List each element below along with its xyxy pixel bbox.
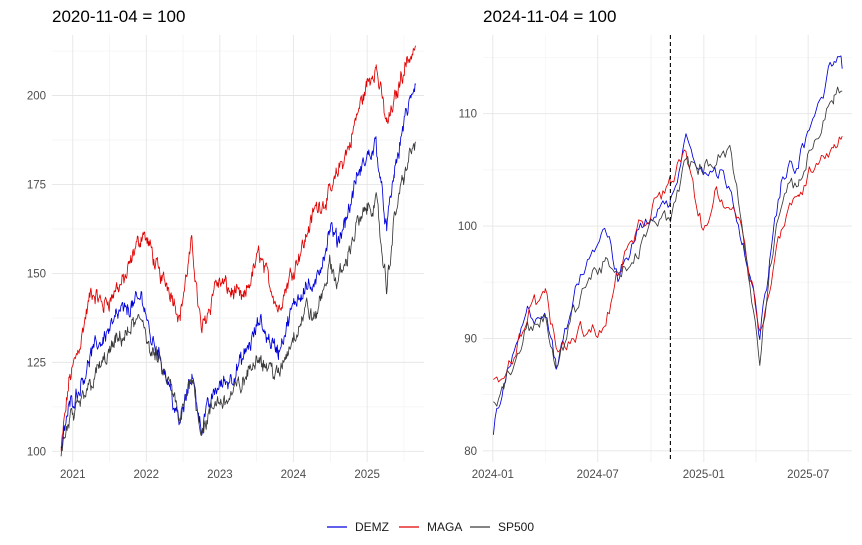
left-y-tick-label: 125 — [27, 357, 46, 369]
left-x-tick-label: 2022 — [134, 469, 160, 481]
left-y-tick-label: 175 — [27, 179, 46, 191]
left-x-tick-label: 2025 — [354, 469, 380, 481]
left-x-tick-label: 2024 — [281, 469, 307, 481]
right-series-line-maga — [493, 135, 843, 383]
right-chart-title: 2024-11-04 = 100 — [483, 7, 616, 26]
left-x-tick-label: 2023 — [207, 469, 233, 481]
legend-label-sp500: SP500 — [498, 520, 534, 534]
left-x-tick-label: 2021 — [60, 469, 86, 481]
left-y-tick-label: 100 — [27, 446, 46, 458]
right-y-tick-label: 90 — [464, 333, 477, 345]
right-y-tick-label: 100 — [458, 221, 477, 233]
left-series-line-sp500 — [60, 141, 416, 457]
legend: DEMZ MAGA SP500 — [327, 520, 534, 534]
right-series-line-demz — [492, 55, 843, 435]
right-gridlines — [483, 35, 852, 462]
right-x-tick-label: 2024-01 — [472, 469, 514, 481]
right-series-line-sp500 — [493, 86, 843, 407]
left-chart-title: 2020-11-04 = 100 — [52, 7, 185, 26]
left-gridlines — [52, 35, 424, 462]
left-series-line-maga — [60, 45, 416, 451]
right-panel: 2024-11-04 = 100 80 90 100 110 2024-01 2024-0… — [458, 7, 852, 481]
right-x-tick-label: 2024-07 — [577, 469, 619, 481]
right-y-tick-label: 110 — [459, 109, 477, 121]
legend-label-demz: DEMZ — [355, 520, 389, 534]
left-y-tick-label: 200 — [27, 90, 46, 102]
legend-label-maga: MAGA — [427, 520, 462, 534]
right-x-tick-label: 2025-01 — [683, 469, 725, 481]
right-series-group — [492, 55, 843, 435]
right-x-tick-label: 2025-07 — [787, 469, 829, 481]
left-series-line-demz — [60, 83, 416, 449]
left-panel: 2020-11-04 = 100 100 125 150 175 200 2021 2022… — [27, 7, 424, 481]
left-series-group — [60, 45, 416, 457]
right-y-tick-label: 80 — [464, 446, 477, 458]
left-y-tick-label: 150 — [27, 268, 46, 280]
